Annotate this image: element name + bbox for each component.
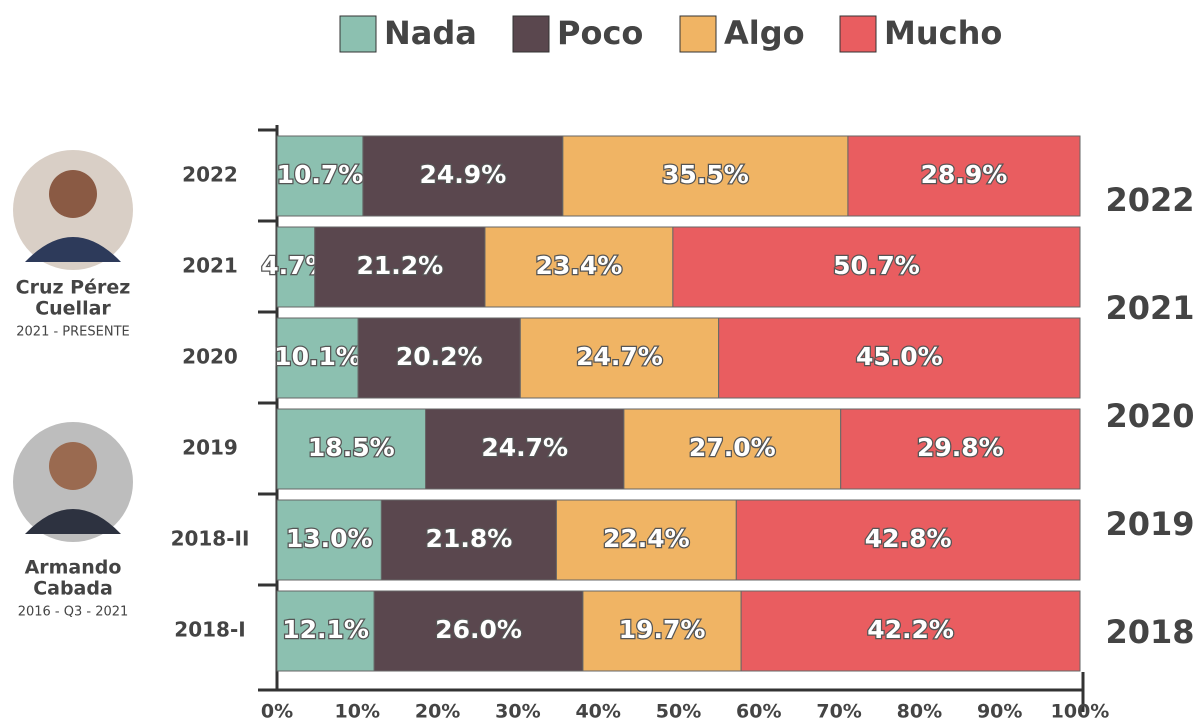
data-label: 45.0%: [856, 342, 943, 371]
data-label: 24.7%: [481, 433, 568, 462]
data-label: 35.5%: [662, 160, 749, 189]
x-tick-label: 30%: [495, 701, 540, 721]
data-label: 26.0%: [435, 615, 522, 644]
side-label: 2022: [1105, 181, 1194, 219]
x-tick-label: 20%: [415, 701, 460, 721]
data-label: 24.9%: [420, 160, 507, 189]
x-tick-label: 90%: [977, 701, 1022, 721]
data-label: 27.0%: [689, 433, 776, 462]
data-label: 42.2%: [867, 615, 954, 644]
data-label: 12.1%: [282, 615, 369, 644]
x-tick-label: 0%: [261, 701, 293, 721]
y-tick-label: 2018-II: [171, 527, 250, 551]
y-tick-label: 2019: [182, 436, 238, 460]
x-tick-label: 60%: [736, 701, 781, 721]
x-tick-label: 100%: [1051, 701, 1110, 721]
legend-label: Mucho: [884, 14, 1002, 52]
side-label: 2021: [1105, 289, 1194, 327]
legend-label: Poco: [557, 14, 643, 52]
person-period: 2016 - Q3 - 2021: [18, 605, 129, 620]
legend-swatch: [513, 16, 549, 52]
person-period: 2021 - PRESENTE: [16, 325, 129, 340]
legend-swatch: [340, 16, 376, 52]
data-label: 50.7%: [833, 251, 920, 280]
data-label: 20.2%: [396, 342, 483, 371]
data-label: 24.7%: [576, 342, 663, 371]
data-label: 10.1%: [274, 342, 361, 371]
data-label: 18.5%: [308, 433, 395, 462]
data-label: 19.7%: [619, 615, 706, 644]
data-label: 23.4%: [536, 251, 623, 280]
x-tick-label: 80%: [897, 701, 942, 721]
person-name: Cuellar: [35, 298, 111, 320]
legend-swatch: [680, 16, 716, 52]
person-name: Cruz Pérez: [16, 277, 131, 299]
y-tick-label: 2022: [182, 163, 238, 187]
data-label: 13.0%: [286, 524, 373, 553]
data-label: 29.8%: [917, 433, 1004, 462]
side-label: 2018: [1105, 613, 1194, 651]
side-label: 2020: [1105, 397, 1194, 435]
data-label: 10.7%: [277, 160, 364, 189]
y-tick-label: 2018-I: [174, 618, 245, 642]
side-label: 2019: [1105, 505, 1194, 543]
person-name: Armando: [25, 557, 122, 579]
data-label: 42.8%: [865, 524, 952, 553]
chart: Nada Poco Algo Mucho 0% 10% 20% 30% 40% 50% 60% 70%…: [0, 0, 1201, 721]
photo: [13, 150, 133, 270]
person-name: Cabada: [33, 578, 113, 600]
data-label: 28.9%: [921, 160, 1008, 189]
x-tick-label: 40%: [575, 701, 620, 721]
x-tick-label: 50%: [656, 701, 701, 721]
y-tick-label: 2020: [182, 345, 238, 369]
data-label: 21.8%: [426, 524, 513, 553]
legend-swatch: [840, 16, 876, 52]
x-tick-label: 70%: [816, 701, 861, 721]
legend-label: Algo: [724, 14, 805, 52]
data-label: 22.4%: [603, 524, 690, 553]
x-tick-label: 10%: [335, 701, 380, 721]
photo: [13, 422, 133, 542]
y-tick-label: 2021: [182, 254, 238, 278]
legend-label: Nada: [384, 14, 477, 52]
data-label: 21.2%: [356, 251, 443, 280]
